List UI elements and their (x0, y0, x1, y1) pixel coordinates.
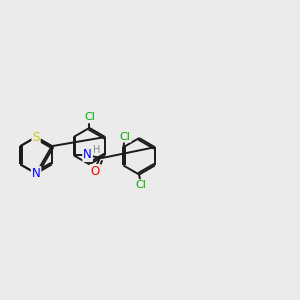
Text: N: N (32, 167, 40, 180)
Text: S: S (32, 130, 40, 143)
Text: Cl: Cl (135, 180, 146, 190)
Text: O: O (91, 165, 100, 178)
Text: Cl: Cl (84, 112, 95, 122)
Text: Cl: Cl (120, 132, 130, 142)
Text: H: H (92, 146, 100, 155)
Text: N: N (83, 148, 92, 161)
